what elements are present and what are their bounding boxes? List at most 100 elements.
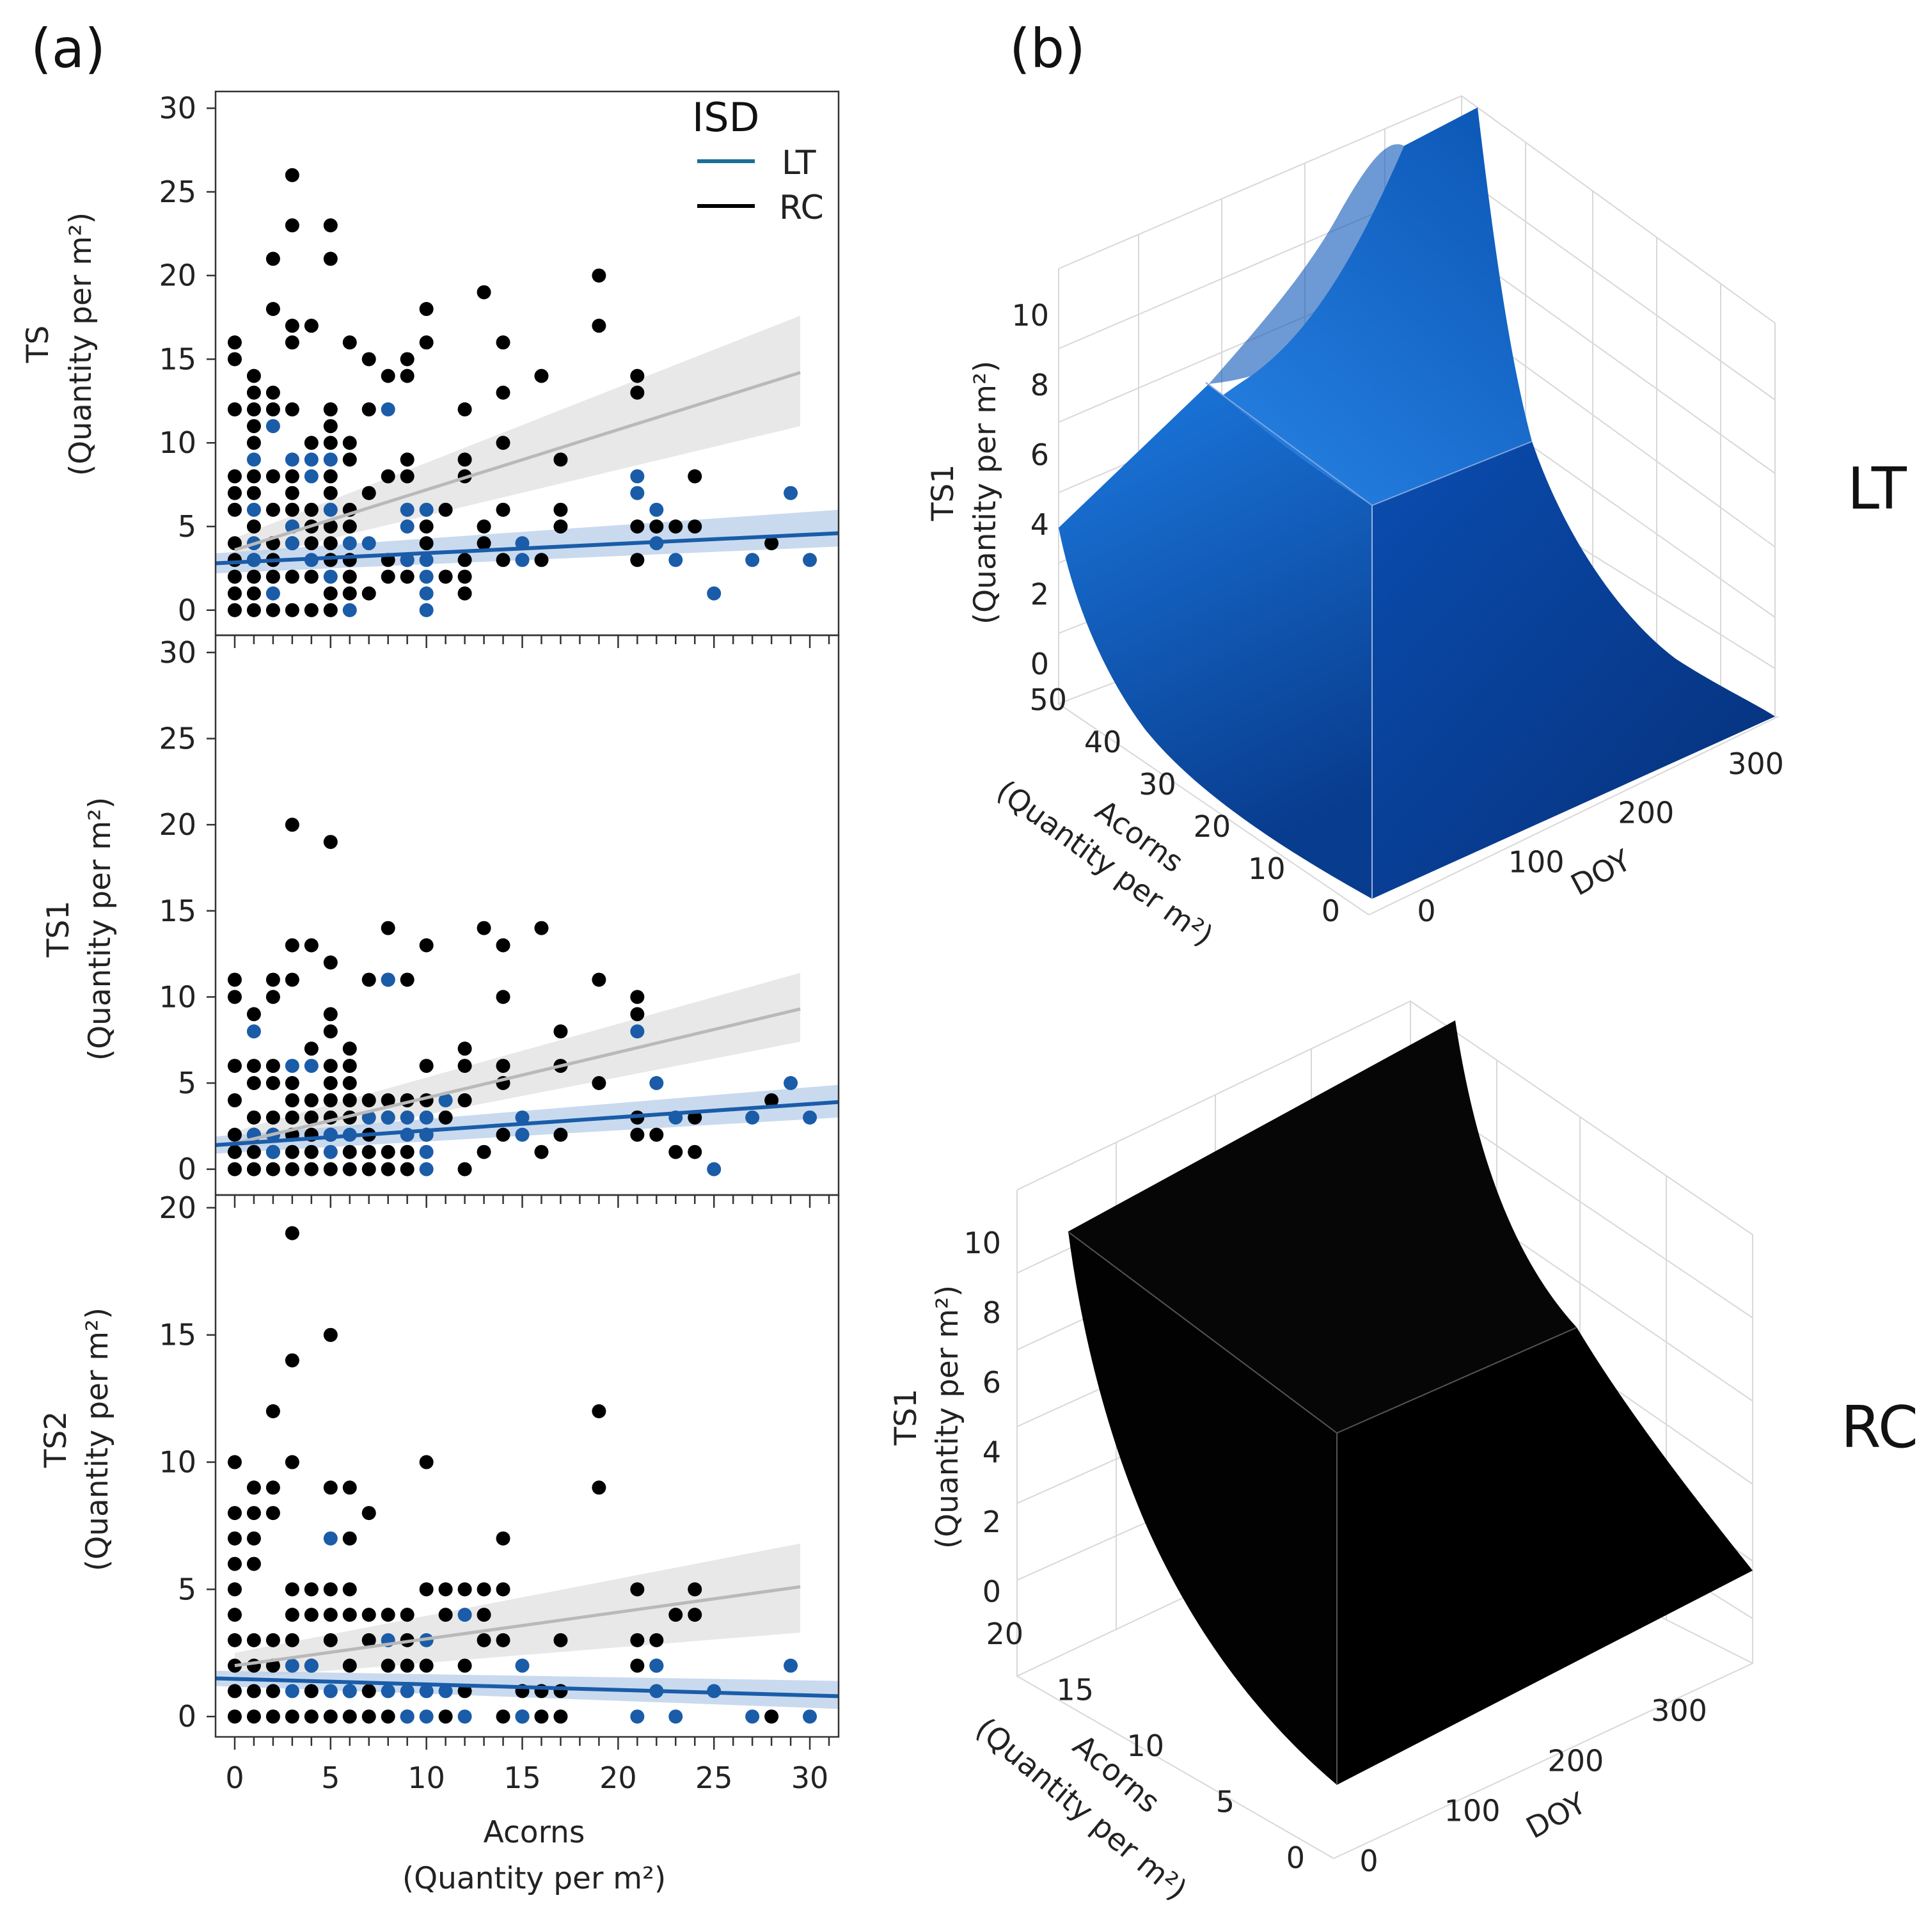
- point-rc: [419, 536, 434, 551]
- point-rc: [381, 368, 395, 383]
- point-lt: [630, 486, 645, 500]
- point-rc: [285, 972, 299, 987]
- point-rc: [285, 1076, 299, 1090]
- ylabel-ts1: TS1: [41, 901, 76, 958]
- point-rc: [361, 1144, 376, 1159]
- point-rc: [438, 502, 453, 517]
- point-rc: [534, 368, 549, 383]
- axis-tick-label: 300: [1728, 747, 1784, 781]
- fit-line-lt: [215, 1100, 839, 1147]
- point-rc: [285, 1144, 299, 1159]
- point-rc: [400, 1608, 414, 1622]
- point-rc: [323, 1093, 338, 1107]
- x-tick-label: 25: [695, 1761, 733, 1795]
- point-rc: [304, 502, 319, 517]
- rc-zlabel: TS1: [888, 1389, 924, 1446]
- point-rc: [323, 586, 338, 601]
- point-rc: [246, 586, 261, 601]
- point-rc: [477, 1144, 491, 1159]
- point-rc: [400, 452, 414, 467]
- point-rc: [304, 1608, 319, 1622]
- point-rc: [688, 1144, 702, 1159]
- point-rc: [534, 553, 549, 567]
- axis-tick-label: 5: [1216, 1785, 1235, 1819]
- point-rc: [668, 1144, 683, 1159]
- ylabel-ts: TS: [20, 326, 56, 364]
- point-rc: [457, 1162, 472, 1176]
- point-lt: [400, 1709, 414, 1724]
- z-tick-label: 8: [1030, 368, 1049, 402]
- point-rc: [592, 1480, 606, 1495]
- point-rc: [227, 536, 242, 551]
- point-rc: [592, 1404, 606, 1419]
- point-lt: [381, 1110, 395, 1125]
- point-lt: [668, 553, 683, 567]
- y-tick-label: 5: [178, 509, 196, 544]
- point-rc: [285, 502, 299, 517]
- point-rc: [381, 569, 395, 584]
- panel-b-label: (b): [1009, 17, 1085, 80]
- point-lt: [381, 1684, 395, 1698]
- point-rc: [496, 1633, 510, 1647]
- point-rc: [285, 1093, 299, 1107]
- axis-tick-label: 10: [1126, 1729, 1164, 1763]
- point-rc: [553, 1684, 568, 1698]
- point-rc: [323, 603, 338, 617]
- point-rc: [419, 302, 434, 316]
- point-rc: [668, 1608, 683, 1622]
- point-rc: [496, 1059, 510, 1073]
- point-rc: [323, 1633, 338, 1647]
- point-rc: [400, 972, 414, 987]
- point-rc: [688, 1608, 702, 1622]
- point-rc: [227, 352, 242, 367]
- point-rc: [534, 1709, 549, 1724]
- point-rc: [400, 569, 414, 584]
- point-rc: [438, 569, 453, 584]
- point-rc: [265, 972, 280, 987]
- surface-rc-top: [1068, 1020, 1577, 1433]
- rc-doy-ticks: 0 100 200 300: [1359, 1693, 1707, 1878]
- point-rc: [227, 990, 242, 1004]
- point-lt: [285, 1658, 299, 1673]
- point-rc: [285, 168, 299, 182]
- point-rc: [246, 1684, 261, 1698]
- point-rc: [419, 335, 434, 350]
- point-rc: [227, 1093, 242, 1107]
- point-rc: [246, 1144, 261, 1159]
- point-rc: [246, 402, 261, 416]
- ylabel-ts1-units: (Quantity per m²): [83, 797, 118, 1061]
- point-rc: [227, 1556, 242, 1571]
- point-rc: [688, 519, 702, 534]
- point-rc: [688, 1582, 702, 1597]
- point-rc: [400, 1162, 414, 1176]
- point-rc: [246, 368, 261, 383]
- point-rc: [246, 569, 261, 584]
- xlabel-acorns: Acorns: [484, 1815, 585, 1850]
- point-rc: [323, 469, 338, 484]
- point-lt: [630, 1024, 645, 1039]
- point-lt: [419, 553, 434, 567]
- point-rc: [227, 1162, 242, 1176]
- y-tick-label: 30: [159, 635, 196, 670]
- point-rc: [457, 1582, 472, 1597]
- point-rc: [342, 586, 357, 601]
- point-rc: [323, 519, 338, 534]
- surface-lt-right: [1372, 441, 1775, 899]
- point-rc: [304, 938, 319, 953]
- point-rc: [323, 536, 338, 551]
- point-lt: [419, 1162, 434, 1176]
- point-lt: [419, 1684, 434, 1698]
- point-lt: [323, 452, 338, 467]
- axis-tick-label: 0: [1286, 1841, 1305, 1875]
- point-lt: [342, 536, 357, 551]
- point-lt: [438, 1093, 453, 1107]
- point-lt: [285, 452, 299, 467]
- axis-tick-label: 50: [1029, 683, 1067, 717]
- axis-tick-label: 100: [1508, 844, 1565, 879]
- lt-z-ticks: 0 2 4 6 8 10: [1011, 298, 1049, 681]
- y-tick-label: 10: [159, 979, 196, 1014]
- axis-tick-label: 200: [1618, 796, 1674, 830]
- scatter-panel-ts1: 0 5 10 15 20 25 30: [159, 634, 840, 1208]
- point-rc: [361, 1608, 376, 1622]
